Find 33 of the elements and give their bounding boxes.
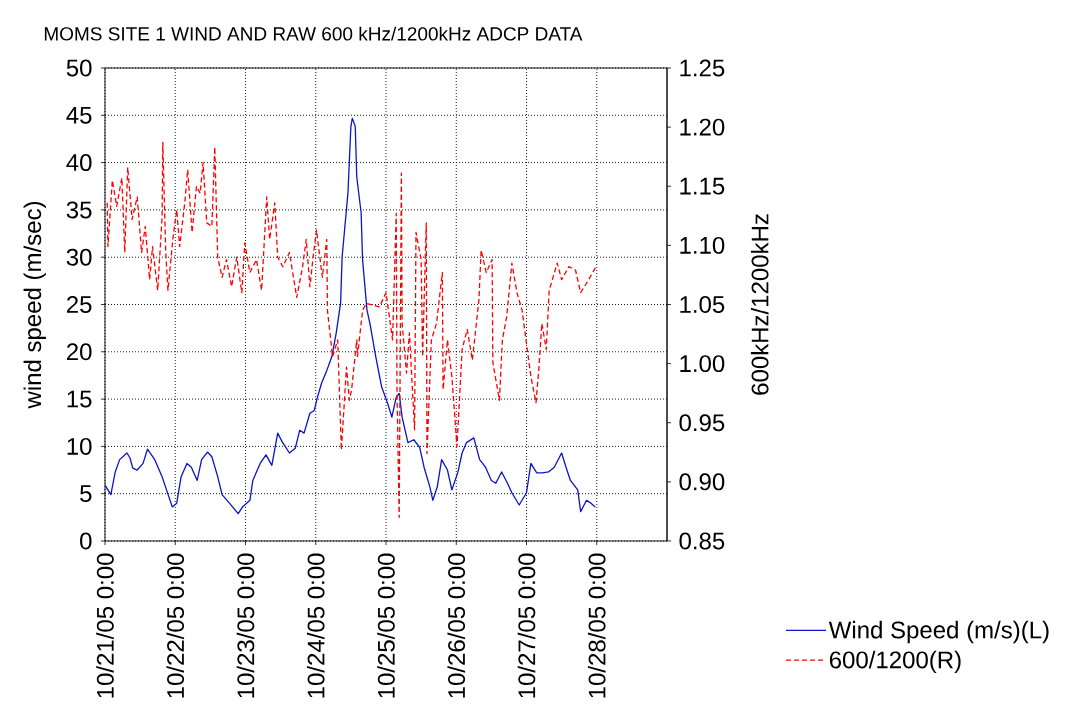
y-tick-label: 5 <box>80 485 92 503</box>
y-tick-label: 20 <box>66 343 92 361</box>
y2-tick-label: 1.10 <box>680 236 725 254</box>
x-tick-label: 10/28/05 0:00 <box>587 553 606 698</box>
y2-tick-label: 1.05 <box>680 296 725 313</box>
x-tick-label: 10/23/05 0:00 <box>236 553 255 698</box>
y2-tick-label: 0.95 <box>679 414 725 432</box>
y-tick-label: 15 <box>67 390 92 408</box>
legend-label: Wind Speed (m/s)(L) <box>828 620 1049 644</box>
x-tick-label: 10/22/05 0:00 <box>166 553 185 698</box>
x-tick-label: 10/25/05 0:00 <box>377 553 395 698</box>
y2-axis-title: 600kHz/1200kHz <box>750 214 769 395</box>
y2-tick-label: 1.15 <box>680 177 725 195</box>
x-tick-label: 10/21/05 0:00 <box>96 553 114 698</box>
y2-tick-label: 1.00 <box>680 355 725 373</box>
y2-tick-label: 1.20 <box>680 118 725 136</box>
y2-tick-label: 1.25 <box>680 59 725 77</box>
y-tick-label: 10 <box>67 437 92 455</box>
y-tick-label: 40 <box>66 154 92 172</box>
x-tick-label: 10/26/05 0:00 <box>447 553 466 698</box>
y-tick-label: 0 <box>80 532 92 550</box>
y-tick-label: 35 <box>66 201 92 219</box>
chart-title: MOMS SITE 1 WIND AND RAW 600 kHz/1200kHz ADCP DATA <box>44 26 583 41</box>
x-tick-label: 10/24/05 0:00 <box>306 553 325 698</box>
y-tick-label: 45 <box>66 106 92 124</box>
y-axis-title: wind speed (m/sec) <box>23 201 46 409</box>
legend-label: 600/1200(R) <box>829 650 961 674</box>
y2-tick-label: 0.85 <box>679 532 725 550</box>
x-tick-label: 10/27/05 0:00 <box>517 553 536 698</box>
y-tick-label: 30 <box>66 248 92 266</box>
y2-tick-label: 0.90 <box>679 473 725 491</box>
y-tick-label: 50 <box>66 59 92 77</box>
y-tick-label: 25 <box>66 296 92 313</box>
